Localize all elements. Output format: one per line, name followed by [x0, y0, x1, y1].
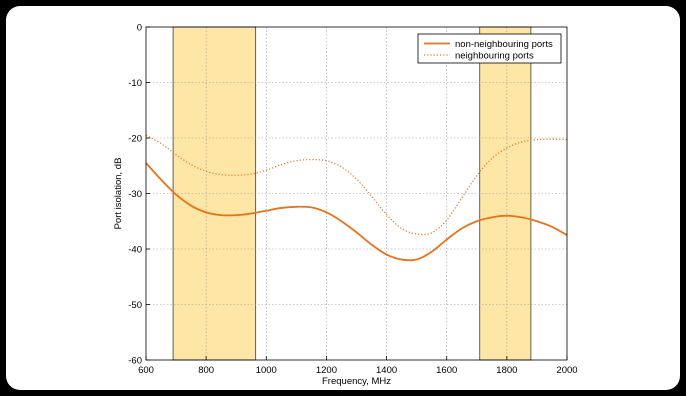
x-tick-label: 1400 [376, 365, 397, 376]
y-tick-label: -10 [128, 78, 142, 89]
x-tick-label: 2000 [556, 365, 577, 376]
x-tick-label: 600 [138, 365, 154, 376]
y-tick-label: -40 [128, 245, 142, 256]
x-tick-label: 1800 [496, 365, 517, 376]
y-tick-label: -20 [128, 134, 142, 145]
x-tick-label: 800 [198, 365, 214, 376]
x-tick-label: 1200 [316, 365, 337, 376]
legend-label-non-neighbouring: non-neighbouring ports [455, 39, 553, 50]
x-tick-label: 1000 [256, 365, 277, 376]
y-tick-label: 0 [137, 23, 142, 34]
legend: non-neighbouring ports neighbouring port… [417, 33, 562, 64]
series-line-neighbouring [145, 134, 568, 236]
y-tick-label: -60 [128, 356, 142, 367]
y-tick-label: -50 [128, 300, 142, 311]
legend-label-neighbouring: neighbouring ports [455, 51, 534, 62]
highlight-band-2 [479, 26, 532, 361]
x-axis-label: Frequency, MHz [322, 376, 391, 387]
x-tick-label: 1600 [436, 365, 457, 376]
y-tick-label: -30 [128, 189, 142, 200]
series-line-non-neighbouring [145, 162, 568, 262]
legend-box [417, 33, 562, 64]
y-axis-label: Port isolation, dB [113, 158, 124, 230]
